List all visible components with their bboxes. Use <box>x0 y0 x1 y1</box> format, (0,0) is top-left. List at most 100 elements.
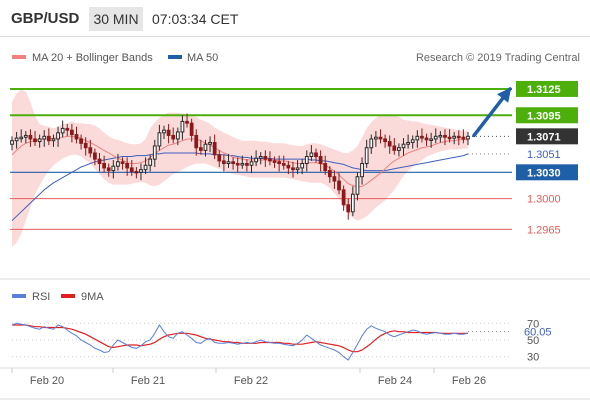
candle-body <box>120 161 125 165</box>
candle-body <box>60 127 65 134</box>
candle-body <box>221 160 226 165</box>
level-label-1-3071: 1.3071 <box>527 131 561 143</box>
x-tick-label: Feb 20 <box>30 375 64 387</box>
candle-body <box>277 161 282 165</box>
rsi-line <box>11 322 469 361</box>
legend-swatch-ma50 <box>168 55 182 59</box>
candle-body <box>203 143 208 151</box>
candle-body <box>258 156 263 159</box>
candle-body <box>194 134 199 149</box>
level-tag-1-3071 <box>516 128 578 145</box>
legend-label-9ma: 9MA <box>81 291 104 303</box>
candle-body <box>166 129 171 136</box>
candle-body <box>106 167 111 172</box>
candle-body <box>369 138 374 149</box>
candle-body <box>51 138 56 142</box>
candle-body <box>378 136 383 140</box>
candle-body <box>327 170 332 178</box>
candle-body <box>410 139 415 143</box>
chart-header: GBP/USD 30 MIN 07:03:34 CET <box>0 0 590 36</box>
candle-body <box>341 189 346 206</box>
candle-body <box>456 135 461 139</box>
candle-body <box>212 141 217 156</box>
chart-legend: MA 20 + Bollinger Bands MA 50 Research ©… <box>12 52 580 64</box>
candle-body <box>360 163 364 178</box>
candle-body <box>134 170 139 174</box>
candle-body <box>309 152 314 158</box>
instrument-symbol: GBP/USD <box>11 10 80 27</box>
candle-body <box>401 143 406 149</box>
candle-body <box>245 163 249 166</box>
candle-body <box>152 145 157 160</box>
candle-body <box>286 164 291 169</box>
candle-body <box>139 169 143 173</box>
candle-body <box>415 135 420 141</box>
candle-body <box>93 152 97 160</box>
x-tick-label: Feb 22 <box>234 375 268 387</box>
rsi-panel: 70 50 30 60.05 <box>11 318 552 364</box>
candle-body <box>198 147 203 151</box>
legend-swatch-bollinger <box>12 55 26 59</box>
candle-body <box>19 136 24 140</box>
legend-label-rsi: RSI <box>32 291 50 303</box>
level-labels: 1.3125 1.3095 1.3071 1.3051 1.3030 1.3000 1.29… <box>516 80 578 236</box>
clock-time: 07:03:34 CET <box>152 11 239 27</box>
candle-body <box>291 167 295 171</box>
x-axis: Feb 20 Feb 21 Feb 22 Feb 24 Feb 26 <box>0 367 590 400</box>
legend-label-bollinger: MA 20 + Bollinger Bands <box>32 52 153 64</box>
level-label-1-3125: 1.3125 <box>527 84 561 96</box>
rsi-tick-label-30: 30 <box>527 352 539 364</box>
candle-body <box>424 137 429 141</box>
rsi-current-value: 60.05 <box>524 327 552 339</box>
candle-body <box>438 134 443 138</box>
candle-body <box>452 135 457 139</box>
candle-body <box>162 129 166 134</box>
candle-body <box>337 180 341 191</box>
level-label-1-3000: 1.3000 <box>527 194 561 206</box>
candle-body <box>314 152 318 158</box>
bollinger-bands <box>12 89 468 247</box>
rsi-9ma-line <box>12 324 468 353</box>
legend-label-ma50: MA 50 <box>187 52 218 64</box>
bollinger-band-area <box>12 89 468 247</box>
candle-body <box>143 164 148 171</box>
candle-body <box>74 134 79 140</box>
candle-body <box>33 138 37 143</box>
forecast-arrow-head <box>497 87 512 103</box>
x-tick-label: Feb 21 <box>131 375 165 387</box>
candle-body <box>387 141 392 147</box>
candle-body <box>42 135 47 140</box>
candle-body <box>189 122 194 136</box>
candle-body <box>65 127 70 131</box>
candle-body <box>433 135 438 140</box>
header-divider <box>0 36 590 37</box>
level-tag-1-3125 <box>516 80 578 97</box>
candle-body <box>148 158 153 166</box>
legend-swatch-rsi <box>12 294 26 298</box>
candle-body <box>364 147 369 165</box>
candle-body <box>111 165 116 172</box>
forecast-arrow <box>472 87 512 138</box>
candle-body <box>466 135 470 140</box>
candle-body <box>97 158 102 165</box>
candle-body <box>249 161 254 166</box>
candle-body <box>23 134 28 138</box>
level-label-1-2965: 1.2965 <box>527 224 561 236</box>
rsi-legend: RSI 9MA <box>12 291 104 303</box>
level-tag-1-3030 <box>516 164 578 181</box>
candle-body <box>295 167 300 171</box>
support-resistance-levels <box>10 87 512 230</box>
candle-body <box>37 138 42 143</box>
candle-body <box>240 163 245 166</box>
x-tick-label: Feb 26 <box>452 375 486 387</box>
candle-body <box>171 134 176 140</box>
timeframe-label: 30 MIN <box>93 11 139 27</box>
candle-body <box>304 156 309 165</box>
candle-body <box>79 138 83 144</box>
candle-body <box>102 163 107 169</box>
timeframe-selector[interactable]: 30 MIN <box>89 7 143 31</box>
rsi-tick-label-70: 70 <box>527 318 539 330</box>
candle-body <box>129 167 134 172</box>
candle-body <box>373 136 378 140</box>
candle-body <box>83 142 88 149</box>
